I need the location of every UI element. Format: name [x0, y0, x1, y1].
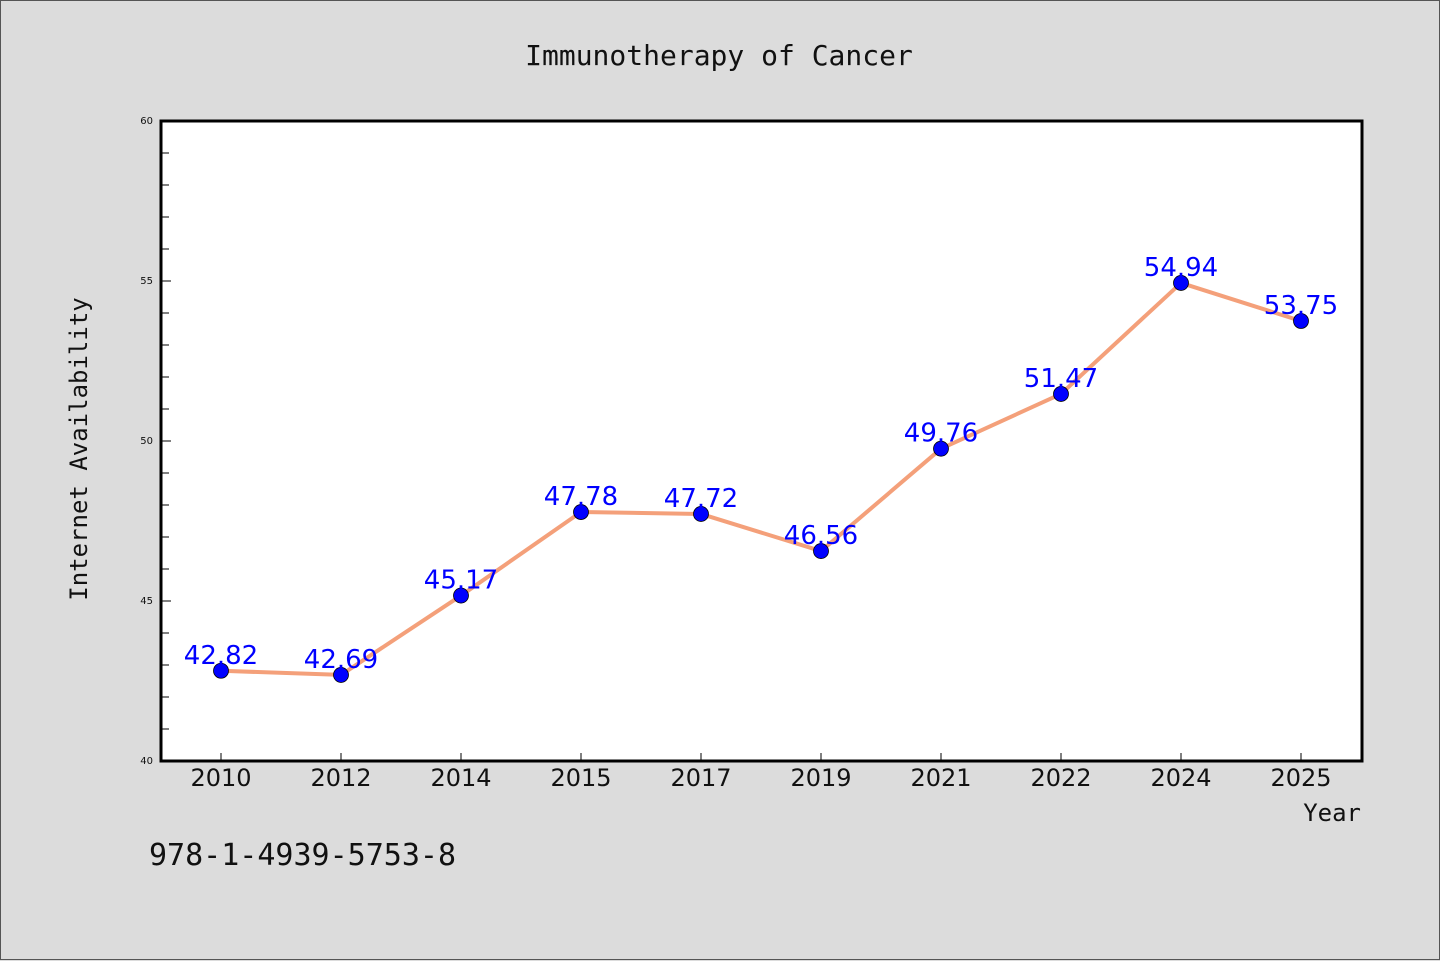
data-point-marker [1173, 275, 1189, 291]
data-label: 54.94 [1144, 253, 1218, 283]
data-label: 49.76 [904, 419, 978, 449]
x-axis-tick-labels: 2010 2012 2014 2015 2017 2019 2021 2022 2024 2025 [190, 753, 1332, 792]
data-label: 46.56 [784, 521, 858, 551]
data-label: 53.75 [1264, 291, 1338, 321]
series-line [219, 280, 1303, 677]
data-label: 47.72 [664, 484, 738, 514]
series-line-layer [213, 275, 1309, 683]
x-tick-label: 2024 [1150, 764, 1211, 792]
data-label: 51.47 [1024, 364, 1098, 394]
x-tick-label: 2019 [790, 764, 851, 792]
data-label: 47.78 [544, 482, 618, 512]
plot-area [161, 121, 1362, 761]
data-point-marker [453, 587, 469, 604]
x-axis-label: Year [1303, 799, 1361, 827]
y-tick-label: 55 [140, 276, 153, 287]
y-tick-label: 40 [140, 756, 153, 767]
data-labels-layer: 42.82 42.69 45.17 47.78 47.72 46.56 49.76 51.47… [184, 253, 1338, 675]
x-tick-label: 2014 [430, 764, 491, 792]
data-point-marker [213, 662, 229, 679]
x-tick-label: 2012 [310, 764, 371, 792]
data-point-marker [813, 543, 829, 559]
x-tick-label: 2010 [190, 764, 251, 792]
data-point-marker [1293, 313, 1309, 329]
y-axis-label: Internet Availability [65, 297, 93, 600]
data-point-marker [333, 667, 349, 683]
chart-title: Immunotherapy of Cancer [525, 39, 913, 72]
footer-isbn-text: 978-1-4939-5753-8 [149, 838, 456, 873]
x-tick-label: 2022 [1030, 764, 1091, 792]
data-label: 42.69 [304, 645, 378, 675]
data-point-marker [1053, 386, 1069, 402]
data-label: 45.17 [424, 566, 498, 596]
x-tick-label: 2025 [1270, 764, 1331, 792]
plot-frame [159, 119, 1364, 763]
y-tick-label: 50 [140, 436, 153, 447]
data-point-marker [933, 440, 949, 457]
y-tick-label: 60 [140, 116, 153, 127]
x-tick-label: 2021 [910, 764, 971, 792]
y-tick-label: 45 [140, 596, 153, 607]
x-tick-label: 2017 [670, 764, 731, 792]
x-tick-label: 2015 [550, 764, 611, 792]
data-point-marker [693, 506, 709, 522]
data-point-marker [573, 504, 589, 520]
data-label: 42.82 [184, 641, 258, 671]
